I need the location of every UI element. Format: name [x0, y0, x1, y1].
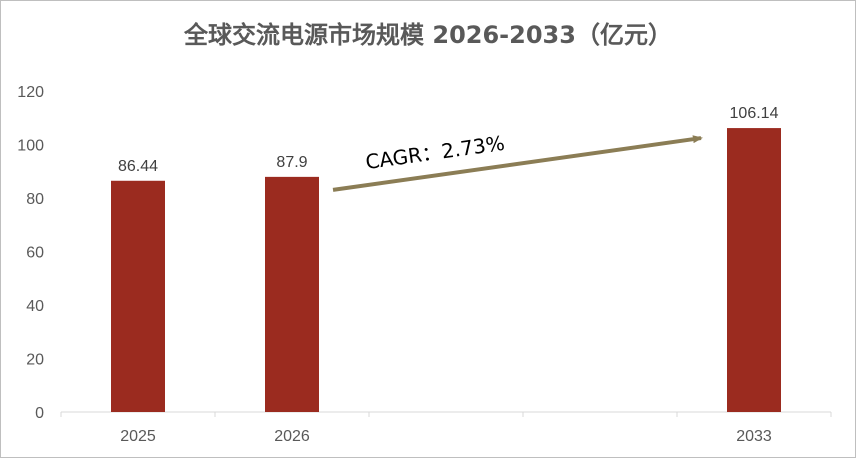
x-tick-label: 2033 [736, 428, 772, 445]
y-tick-label: 120 [17, 84, 44, 101]
y-tick-label: 80 [26, 191, 44, 208]
y-tick-label: 60 [26, 245, 44, 262]
data-label: 106.14 [730, 105, 779, 122]
y-tick-label: 100 [17, 138, 44, 155]
bar [265, 176, 319, 412]
x-tick-label: 2026 [274, 428, 310, 445]
y-tick-label: 40 [26, 298, 44, 315]
cagr-arrow [332, 135, 703, 192]
data-label: 86.44 [118, 158, 158, 175]
x-tick-label: 2025 [120, 428, 156, 445]
bar [727, 128, 781, 412]
data-label: 87.9 [276, 154, 307, 171]
y-tick-label: 20 [26, 352, 44, 369]
bar [111, 180, 165, 412]
y-tick-label: 0 [35, 405, 44, 422]
chart-title: 全球交流电源市场规模 2026-2033（亿元） [184, 21, 672, 49]
